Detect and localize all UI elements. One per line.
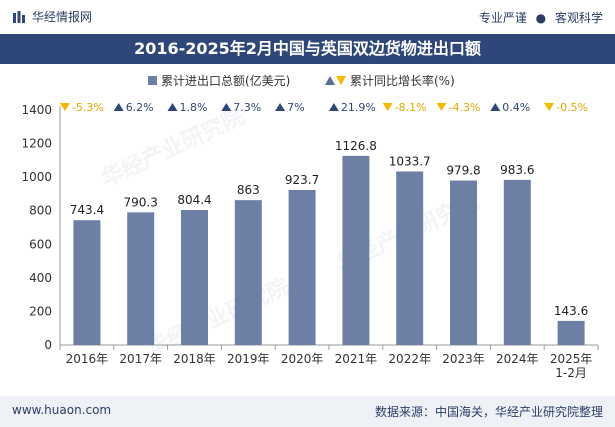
- growth-rate-label: -5.3%: [72, 101, 104, 114]
- tagline-left: 专业严谨: [478, 11, 527, 25]
- growth-down-icon: [436, 103, 447, 111]
- legend-item-total: 累计进出口总额(亿美元): [148, 72, 290, 89]
- bar: [342, 155, 370, 345]
- bar: [503, 179, 531, 345]
- triangle-up-icon: [325, 76, 335, 85]
- growth-down-icon: [382, 103, 393, 111]
- chart-title: 2016-2025年2月中国与英国双边货物进出口额: [0, 34, 615, 64]
- growth-up-icon: [275, 103, 286, 111]
- x-tick-label: 2019年: [227, 352, 270, 366]
- x-tick-label: 2020年: [281, 352, 324, 366]
- footer-source: 数据来源：中国海关，华经产业研究院整理: [374, 405, 603, 419]
- tagline-right: 客观科学: [554, 11, 603, 25]
- growth-rate-label: 1.8%: [180, 101, 208, 114]
- growth-rate-label: 21.9%: [341, 101, 376, 114]
- growth-rate-label: 6.2%: [126, 101, 154, 114]
- y-tick-label: 1000: [21, 170, 52, 184]
- x-tick-label: 2024年: [496, 352, 539, 366]
- bar: [557, 320, 585, 345]
- x-tick-label: 2021年: [335, 352, 378, 366]
- y-tick-label: 0: [44, 338, 52, 352]
- growth-up-icon: [167, 103, 178, 111]
- bar-value-label: 804.4: [177, 193, 211, 207]
- brand-name: 华经情报网: [32, 10, 93, 24]
- growth-up-icon: [490, 103, 501, 111]
- footer-website[interactable]: www.huaon.com: [12, 403, 112, 417]
- bar: [450, 180, 477, 345]
- growth-up-icon: [328, 103, 339, 111]
- growth-rate-label: -8.1%: [395, 101, 427, 114]
- growth-up-icon: [113, 103, 124, 111]
- bar-value-label: 923.7: [285, 173, 319, 187]
- legend-item-growth: 累计同比增长率(%): [325, 72, 455, 89]
- growth-down-icon: [544, 103, 555, 111]
- bar: [127, 212, 155, 345]
- growth-rate-label: -0.5%: [556, 101, 588, 114]
- growth-rate-label: 0.4%: [502, 101, 530, 114]
- legend-swatch-bar-icon: [148, 76, 157, 85]
- bar: [288, 189, 316, 345]
- x-tick-label: 2023年: [442, 352, 485, 366]
- legend-label-growth: 累计同比增长率(%): [350, 74, 455, 88]
- y-tick-label: 600: [29, 237, 52, 251]
- y-tick-label: 400: [29, 271, 52, 285]
- y-tick-label: 1400: [21, 103, 52, 117]
- y-tick-label: 200: [29, 304, 52, 318]
- bar-value-label: 143.6: [554, 304, 588, 318]
- bar-value-label: 1126.8: [335, 139, 377, 153]
- tagline: 专业严谨 ● 客观科学: [479, 9, 603, 26]
- growth-rate-label: -4.3%: [449, 101, 481, 114]
- bar: [396, 171, 424, 345]
- growth-down-icon: [59, 103, 70, 111]
- bar-value-label: 863: [237, 183, 260, 197]
- growth-up-icon: [221, 103, 232, 111]
- top-bar: 华经情报网 专业严谨 ● 客观科学: [0, 0, 615, 34]
- y-tick-label: 800: [29, 204, 52, 218]
- bar-value-label: 790.3: [124, 195, 158, 209]
- bar-value-label: 979.8: [446, 164, 480, 178]
- x-tick-label: 2017年: [119, 352, 162, 366]
- bar: [234, 200, 262, 345]
- y-tick-label: 1200: [21, 137, 52, 151]
- growth-rate-label: 7.3%: [233, 101, 261, 114]
- x-tick-label: 2016年: [66, 352, 109, 366]
- bar-value-label: 1033.7: [389, 154, 431, 168]
- chart-legend: 累计进出口总额(亿美元) 累计同比增长率(%): [0, 70, 615, 90]
- x-tick-label: 2022年: [388, 352, 431, 366]
- brand: 华经情报网: [12, 8, 92, 25]
- triangle-down-icon: [336, 76, 346, 85]
- x-tick-label: 2018年: [173, 352, 216, 366]
- bar-value-label: 983.6: [500, 163, 534, 177]
- bar: [73, 220, 101, 345]
- footer: www.huaon.com 数据来源：中国海关，华经产业研究院整理: [0, 396, 615, 427]
- x-tick-label: 2025年 1-2月: [550, 352, 593, 380]
- tagline-dot: ●: [535, 11, 547, 25]
- growth-rate-label: 7%: [287, 101, 304, 114]
- legend-label-total: 累计进出口总额(亿美元): [161, 74, 291, 88]
- bar-value-label: 743.4: [70, 203, 104, 217]
- brand-logo-icon: [13, 10, 25, 23]
- bar: [181, 209, 208, 345]
